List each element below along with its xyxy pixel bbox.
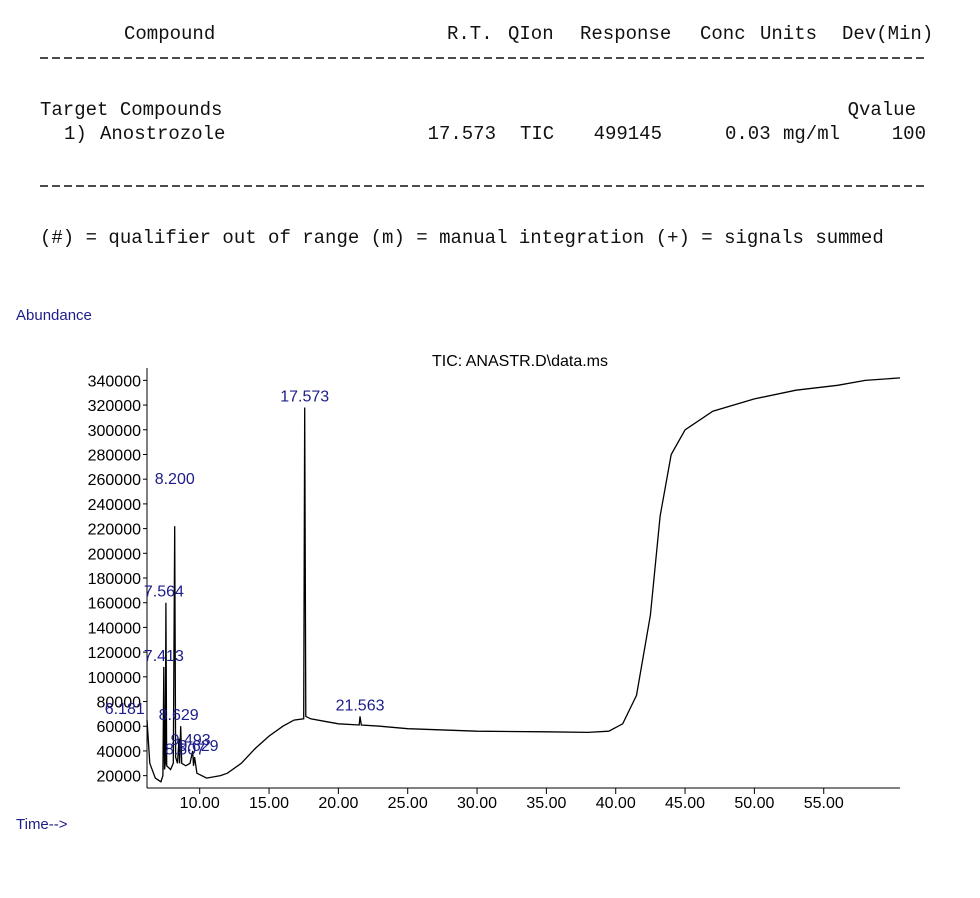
x-tick-label: 25.00 — [388, 795, 428, 812]
x-tick-label: 40.00 — [596, 795, 636, 812]
qvalue-header: Qvalue — [848, 99, 916, 121]
y-tick-label: 220000 — [88, 522, 141, 539]
column-header: Compound — [124, 23, 215, 45]
peak-label: 7.413 — [144, 648, 184, 665]
y-tick-label: 180000 — [88, 571, 141, 588]
table-cell: 100 — [892, 123, 926, 145]
y-tick-label: 20000 — [97, 769, 142, 786]
x-tick-label: 15.00 — [249, 795, 289, 812]
x-tick-label: 45.00 — [665, 795, 705, 812]
peak-label: 7.564 — [144, 584, 184, 601]
x-tick-label: 55.00 — [804, 795, 844, 812]
y-tick-label: 320000 — [88, 398, 141, 415]
table-cell: mg/ml — [783, 123, 840, 145]
y-tick-label: 340000 — [88, 373, 141, 390]
x-axis-label: Time--> — [16, 816, 68, 833]
y-tick-label: 160000 — [88, 596, 141, 613]
y-tick-label: 40000 — [97, 744, 142, 761]
footnote: (#) = qualifier out of range (m) = manua… — [40, 227, 884, 249]
table-cell: TIC — [520, 123, 554, 145]
column-header: Dev(Min) — [842, 23, 933, 45]
table-cell: 499145 — [594, 123, 662, 145]
y-tick-label: 120000 — [88, 645, 141, 662]
x-tick-label: 30.00 — [457, 795, 497, 812]
peak-label: 6.181 — [105, 701, 145, 718]
section-title: Target Compounds — [40, 99, 222, 121]
column-header: Conc — [700, 23, 746, 45]
y-tick-label: 240000 — [88, 497, 141, 514]
y-axis-label: Abundance — [16, 307, 92, 324]
y-tick-label: 200000 — [88, 546, 141, 563]
x-tick-label: 20.00 — [318, 795, 358, 812]
peak-label: 21.563 — [336, 697, 385, 714]
chart-title: TIC: ANASTR.D\data.ms — [432, 353, 608, 370]
peak-label: 8.507 — [165, 742, 205, 759]
table-cell: 1) — [64, 123, 87, 145]
y-tick-label: 280000 — [88, 447, 141, 464]
y-tick-label: 60000 — [97, 719, 142, 736]
x-tick-label: 50.00 — [734, 795, 774, 812]
x-tick-label: 10.00 — [180, 795, 220, 812]
x-tick-label: 35.00 — [526, 795, 566, 812]
peak-label: 8.200 — [155, 471, 195, 488]
y-tick-label: 100000 — [88, 670, 141, 687]
y-tick-label: 80000 — [97, 695, 142, 712]
y-tick-label: 300000 — [88, 423, 141, 440]
column-header: QIon — [508, 23, 554, 45]
column-header: Units — [760, 23, 817, 45]
column-header: R.T. — [447, 23, 493, 45]
peak-label: 9.629 — [179, 738, 219, 755]
table-cell: Anostrozole — [100, 123, 225, 145]
column-header: Response — [580, 23, 671, 45]
table-cell: 0.03 — [725, 123, 771, 145]
trace — [146, 377, 901, 783]
y-tick-label: 260000 — [88, 472, 141, 489]
table-cell: 17.573 — [428, 123, 496, 145]
y-tick-label: 140000 — [88, 620, 141, 637]
peak-label: 8.629 — [159, 707, 199, 724]
peak-label: 9.493 — [171, 732, 211, 749]
peak-label: 17.573 — [280, 389, 329, 406]
